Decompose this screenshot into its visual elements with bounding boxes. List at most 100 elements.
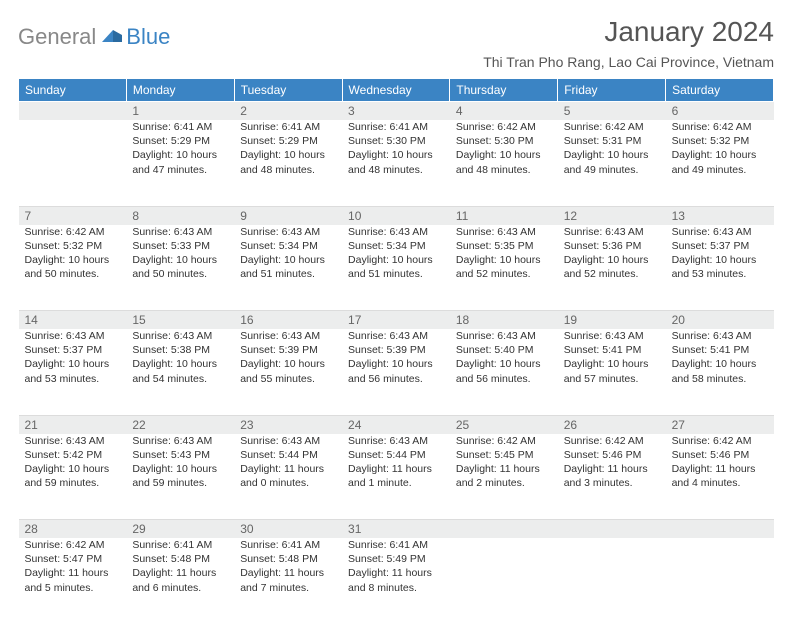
day-number-cell: 25: [450, 415, 558, 434]
brand-part1: General: [18, 24, 96, 50]
day-number-row: 123456: [19, 102, 774, 121]
day-number-cell: 26: [558, 415, 666, 434]
day-cell: Sunrise: 6:42 AMSunset: 5:46 PMDaylight:…: [666, 434, 774, 520]
day-cell: Sunrise: 6:43 AMSunset: 5:41 PMDaylight:…: [558, 329, 666, 415]
sunset-line: Sunset: 5:33 PM: [132, 239, 228, 253]
daylight-line: Daylight: 10 hours and 56 minutes.: [348, 357, 444, 385]
sunrise-line: Sunrise: 6:43 AM: [456, 225, 552, 239]
day-number-cell: 8: [126, 206, 234, 225]
day-cell: Sunrise: 6:42 AMSunset: 5:32 PMDaylight:…: [19, 225, 127, 311]
day-number-cell: 9: [234, 206, 342, 225]
day-number-cell: 23: [234, 415, 342, 434]
sunset-line: Sunset: 5:36 PM: [564, 239, 660, 253]
day-content-row: Sunrise: 6:42 AMSunset: 5:32 PMDaylight:…: [19, 225, 774, 311]
weekday-header: Friday: [558, 79, 666, 102]
daylight-line: Daylight: 10 hours and 56 minutes.: [456, 357, 552, 385]
title-block: January 2024 Thi Tran Pho Rang, Lao Cai …: [483, 16, 774, 74]
day-cell: Sunrise: 6:43 AMSunset: 5:35 PMDaylight:…: [450, 225, 558, 311]
day-cell: Sunrise: 6:43 AMSunset: 5:43 PMDaylight:…: [126, 434, 234, 520]
day-number-cell: [558, 520, 666, 539]
day-number-cell: 2: [234, 102, 342, 121]
day-cell: Sunrise: 6:43 AMSunset: 5:34 PMDaylight:…: [342, 225, 450, 311]
sunset-line: Sunset: 5:31 PM: [564, 134, 660, 148]
sunrise-line: Sunrise: 6:43 AM: [240, 329, 336, 343]
daylight-line: Daylight: 10 hours and 53 minutes.: [672, 253, 768, 281]
month-title: January 2024: [483, 16, 774, 48]
sunset-line: Sunset: 5:45 PM: [456, 448, 552, 462]
daylight-line: Daylight: 10 hours and 53 minutes.: [25, 357, 121, 385]
day-number-cell: 7: [19, 206, 127, 225]
day-cell: [558, 538, 666, 624]
daylight-line: Daylight: 10 hours and 47 minutes.: [132, 148, 228, 176]
daylight-line: Daylight: 10 hours and 51 minutes.: [240, 253, 336, 281]
daylight-line: Daylight: 10 hours and 55 minutes.: [240, 357, 336, 385]
sunrise-line: Sunrise: 6:42 AM: [672, 434, 768, 448]
day-number-cell: 18: [450, 311, 558, 330]
day-number-row: 21222324252627: [19, 415, 774, 434]
calendar-page: General Blue January 2024 Thi Tran Pho R…: [0, 0, 792, 640]
sunrise-line: Sunrise: 6:43 AM: [672, 329, 768, 343]
brand-mark-icon: [102, 26, 124, 49]
sunrise-line: Sunrise: 6:43 AM: [348, 329, 444, 343]
day-cell: Sunrise: 6:42 AMSunset: 5:31 PMDaylight:…: [558, 120, 666, 206]
sunrise-line: Sunrise: 6:41 AM: [132, 120, 228, 134]
day-number-cell: 21: [19, 415, 127, 434]
sunset-line: Sunset: 5:43 PM: [132, 448, 228, 462]
sunrise-line: Sunrise: 6:43 AM: [564, 329, 660, 343]
day-content-row: Sunrise: 6:43 AMSunset: 5:42 PMDaylight:…: [19, 434, 774, 520]
daylight-line: Daylight: 10 hours and 48 minutes.: [456, 148, 552, 176]
day-content-row: Sunrise: 6:42 AMSunset: 5:47 PMDaylight:…: [19, 538, 774, 624]
daylight-line: Daylight: 10 hours and 48 minutes.: [348, 148, 444, 176]
daylight-line: Daylight: 11 hours and 7 minutes.: [240, 566, 336, 594]
day-number-cell: 29: [126, 520, 234, 539]
sunset-line: Sunset: 5:32 PM: [25, 239, 121, 253]
sunrise-line: Sunrise: 6:43 AM: [348, 225, 444, 239]
day-cell: Sunrise: 6:43 AMSunset: 5:44 PMDaylight:…: [234, 434, 342, 520]
day-cell: [666, 538, 774, 624]
day-cell: Sunrise: 6:43 AMSunset: 5:39 PMDaylight:…: [234, 329, 342, 415]
day-number-cell: [19, 102, 127, 121]
day-number-cell: 6: [666, 102, 774, 121]
day-number-cell: 19: [558, 311, 666, 330]
sunrise-line: Sunrise: 6:41 AM: [348, 120, 444, 134]
calendar-body: 123456Sunrise: 6:41 AMSunset: 5:29 PMDay…: [19, 102, 774, 625]
sunset-line: Sunset: 5:34 PM: [348, 239, 444, 253]
sunset-line: Sunset: 5:48 PM: [240, 552, 336, 566]
day-cell: Sunrise: 6:43 AMSunset: 5:39 PMDaylight:…: [342, 329, 450, 415]
weekday-header: Sunday: [19, 79, 127, 102]
day-cell: Sunrise: 6:43 AMSunset: 5:44 PMDaylight:…: [342, 434, 450, 520]
day-number-cell: 30: [234, 520, 342, 539]
sunset-line: Sunset: 5:39 PM: [240, 343, 336, 357]
daylight-line: Daylight: 11 hours and 0 minutes.: [240, 462, 336, 490]
day-cell: Sunrise: 6:43 AMSunset: 5:41 PMDaylight:…: [666, 329, 774, 415]
day-number-cell: 5: [558, 102, 666, 121]
daylight-line: Daylight: 10 hours and 50 minutes.: [25, 253, 121, 281]
day-cell: Sunrise: 6:41 AMSunset: 5:49 PMDaylight:…: [342, 538, 450, 624]
day-number-cell: 20: [666, 311, 774, 330]
day-number-cell: 27: [666, 415, 774, 434]
sunset-line: Sunset: 5:42 PM: [25, 448, 121, 462]
sunset-line: Sunset: 5:48 PM: [132, 552, 228, 566]
day-cell: Sunrise: 6:43 AMSunset: 5:40 PMDaylight:…: [450, 329, 558, 415]
day-cell: Sunrise: 6:41 AMSunset: 5:48 PMDaylight:…: [126, 538, 234, 624]
daylight-line: Daylight: 11 hours and 1 minute.: [348, 462, 444, 490]
day-number-cell: 3: [342, 102, 450, 121]
sunset-line: Sunset: 5:38 PM: [132, 343, 228, 357]
day-cell: Sunrise: 6:41 AMSunset: 5:29 PMDaylight:…: [234, 120, 342, 206]
sunrise-line: Sunrise: 6:42 AM: [456, 120, 552, 134]
daylight-line: Daylight: 11 hours and 6 minutes.: [132, 566, 228, 594]
day-number-row: 14151617181920: [19, 311, 774, 330]
day-number-cell: 12: [558, 206, 666, 225]
sunset-line: Sunset: 5:41 PM: [672, 343, 768, 357]
day-cell: Sunrise: 6:42 AMSunset: 5:47 PMDaylight:…: [19, 538, 127, 624]
brand-logo: General Blue: [18, 16, 170, 50]
day-number-row: 78910111213: [19, 206, 774, 225]
day-cell: Sunrise: 6:43 AMSunset: 5:38 PMDaylight:…: [126, 329, 234, 415]
day-content-row: Sunrise: 6:43 AMSunset: 5:37 PMDaylight:…: [19, 329, 774, 415]
sunset-line: Sunset: 5:34 PM: [240, 239, 336, 253]
daylight-line: Daylight: 10 hours and 57 minutes.: [564, 357, 660, 385]
sunset-line: Sunset: 5:30 PM: [348, 134, 444, 148]
weekday-header: Saturday: [666, 79, 774, 102]
day-cell: [19, 120, 127, 206]
sunrise-line: Sunrise: 6:42 AM: [564, 120, 660, 134]
